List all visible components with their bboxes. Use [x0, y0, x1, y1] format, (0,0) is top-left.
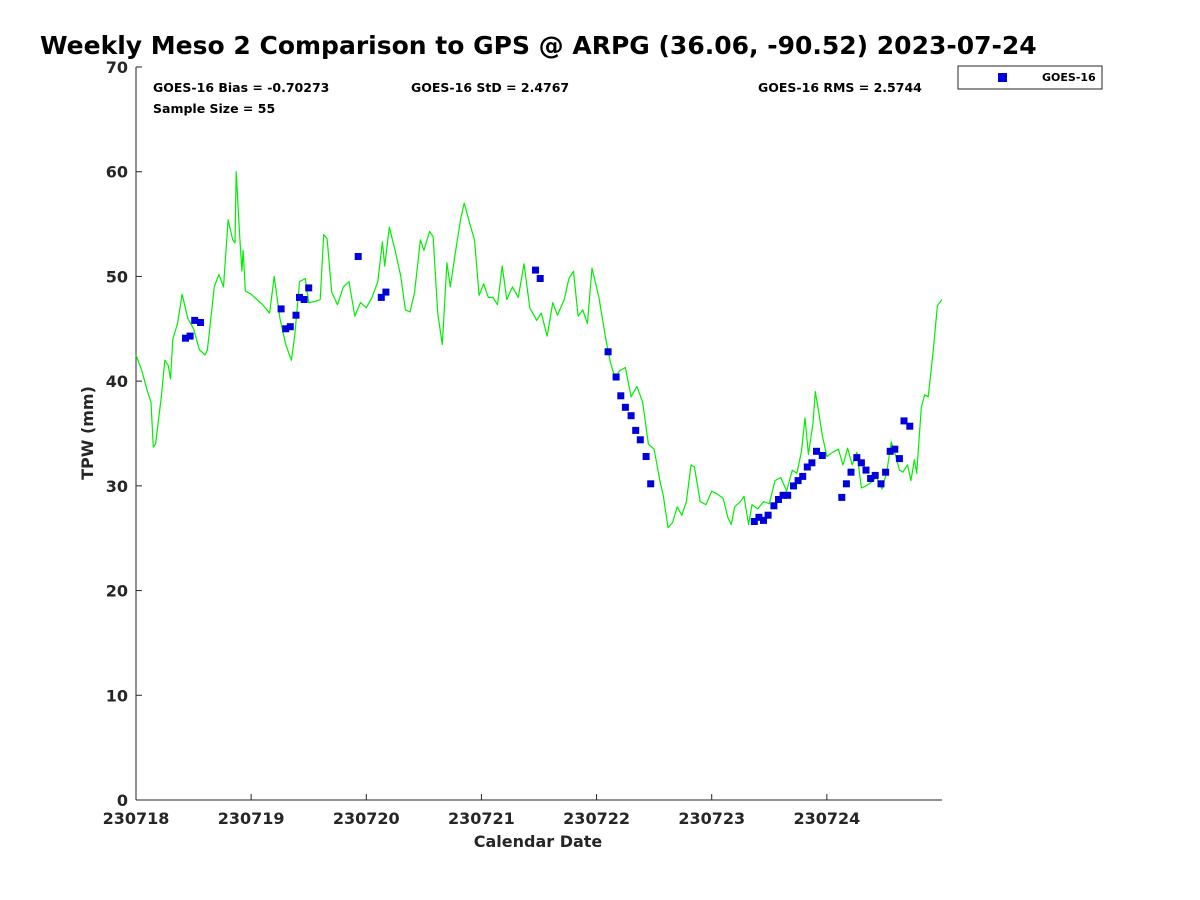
gps-series	[135, 171, 943, 529]
goes-point	[877, 480, 885, 488]
goes-point	[770, 502, 778, 510]
goes-point	[838, 493, 846, 501]
goes-point	[305, 284, 313, 292]
goes-point	[750, 518, 758, 525]
x-tick-label: 230724	[793, 809, 860, 828]
goes-series	[182, 253, 914, 525]
plot-background	[136, 67, 942, 800]
goes-point	[895, 455, 903, 463]
goes-point	[891, 445, 899, 453]
goes-point	[377, 293, 385, 301]
x-axis-label: Calendar Date	[474, 832, 603, 851]
goes-point	[842, 480, 850, 488]
goes-point	[808, 459, 816, 467]
goes-point	[779, 491, 787, 499]
x-tick-label: 230719	[218, 809, 285, 828]
goes-point	[612, 373, 620, 381]
legend-label: GOES-16	[1042, 71, 1096, 84]
y-tick-label: 20	[106, 582, 128, 601]
goes-point	[760, 516, 767, 524]
y-tick-label: 70	[106, 58, 128, 77]
goes-point	[186, 332, 194, 340]
goes-point	[632, 426, 640, 434]
goes-point	[354, 253, 362, 260]
goes-point	[900, 417, 908, 425]
chart-title: Weekly Meso 2 Comparison to GPS @ ARPG (…	[40, 31, 1037, 60]
goes-point	[794, 477, 802, 485]
y-tick-label: 60	[106, 163, 128, 182]
x-tick-label: 230718	[103, 809, 170, 828]
goes-point	[647, 480, 655, 488]
goes-point	[604, 348, 612, 356]
x-tick-label: 230720	[333, 809, 400, 828]
goes-point	[775, 496, 782, 503]
goes-point	[906, 422, 914, 430]
goes-point	[818, 452, 826, 459]
goes-point	[296, 293, 303, 301]
goes-point	[790, 482, 797, 490]
y-tick-label: 10	[106, 686, 128, 705]
x-tick-label: 230723	[678, 809, 745, 828]
goes-point	[755, 513, 763, 521]
y-ticks: 0 10 20 30 40 50 60 70	[106, 58, 142, 810]
goes-point	[382, 288, 390, 296]
goes-point	[292, 311, 300, 319]
plot-area	[135, 67, 943, 801]
x-tick-label: 230722	[563, 809, 630, 828]
goes-point	[191, 316, 199, 324]
goes-point	[197, 319, 204, 326]
goes-point	[857, 459, 865, 467]
goes-point	[286, 323, 294, 331]
goes-point	[871, 471, 879, 479]
goes-point	[803, 463, 811, 471]
goes-point	[642, 453, 650, 460]
y-tick-label: 40	[106, 372, 128, 391]
goes-point	[853, 454, 861, 462]
std-stat: GOES-16 StD = 2.4767	[411, 80, 569, 95]
gps-line	[135, 171, 943, 529]
legend-box	[957, 65, 1103, 90]
goes-point	[636, 436, 644, 444]
x-ticks: 230718 230719 230720 230721 230722 230723 2307…	[103, 794, 860, 828]
goes-point	[621, 403, 629, 411]
goes-point	[882, 468, 890, 476]
legend-marker	[998, 73, 1007, 82]
goes-point	[536, 275, 544, 282]
goes-point	[532, 266, 539, 274]
goes-point	[282, 325, 290, 333]
goes-point	[764, 511, 772, 519]
goes-point	[627, 412, 635, 420]
y-tick-label: 30	[106, 477, 128, 496]
goes-point	[847, 468, 855, 476]
goes-point	[182, 334, 189, 342]
goes-point	[617, 392, 625, 400]
sample-size-stat: Sample Size = 55	[153, 101, 275, 116]
goes-point	[300, 296, 308, 303]
bias-stat: GOES-16 Bias = -0.70273	[153, 80, 329, 95]
goes-point	[867, 475, 875, 482]
goes-point	[784, 491, 792, 499]
goes-point	[862, 466, 870, 474]
y-tick-label: 50	[106, 267, 128, 286]
x-tick-label: 230721	[448, 809, 515, 828]
goes-point	[886, 447, 894, 455]
goes-point	[813, 447, 820, 455]
y-tick-label: 0	[117, 791, 128, 810]
y-axis-label: TPW (mm)	[78, 386, 97, 480]
legend: GOES-16	[957, 65, 1103, 90]
goes-point	[277, 305, 285, 313]
rms-stat: GOES-16 RMS = 2.5744	[758, 80, 922, 95]
goes-point	[799, 472, 807, 480]
